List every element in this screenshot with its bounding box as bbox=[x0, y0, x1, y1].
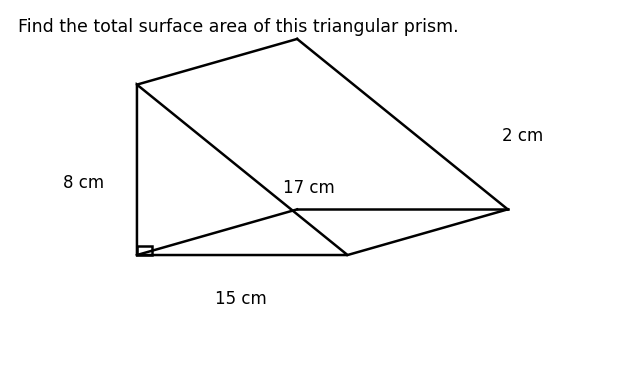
Text: 2 cm: 2 cm bbox=[502, 127, 543, 145]
Text: 17 cm: 17 cm bbox=[283, 179, 335, 197]
Text: 8 cm: 8 cm bbox=[63, 174, 104, 192]
Text: 15 cm: 15 cm bbox=[215, 290, 266, 308]
Text: Find the total surface area of this triangular prism.: Find the total surface area of this tria… bbox=[19, 18, 459, 36]
